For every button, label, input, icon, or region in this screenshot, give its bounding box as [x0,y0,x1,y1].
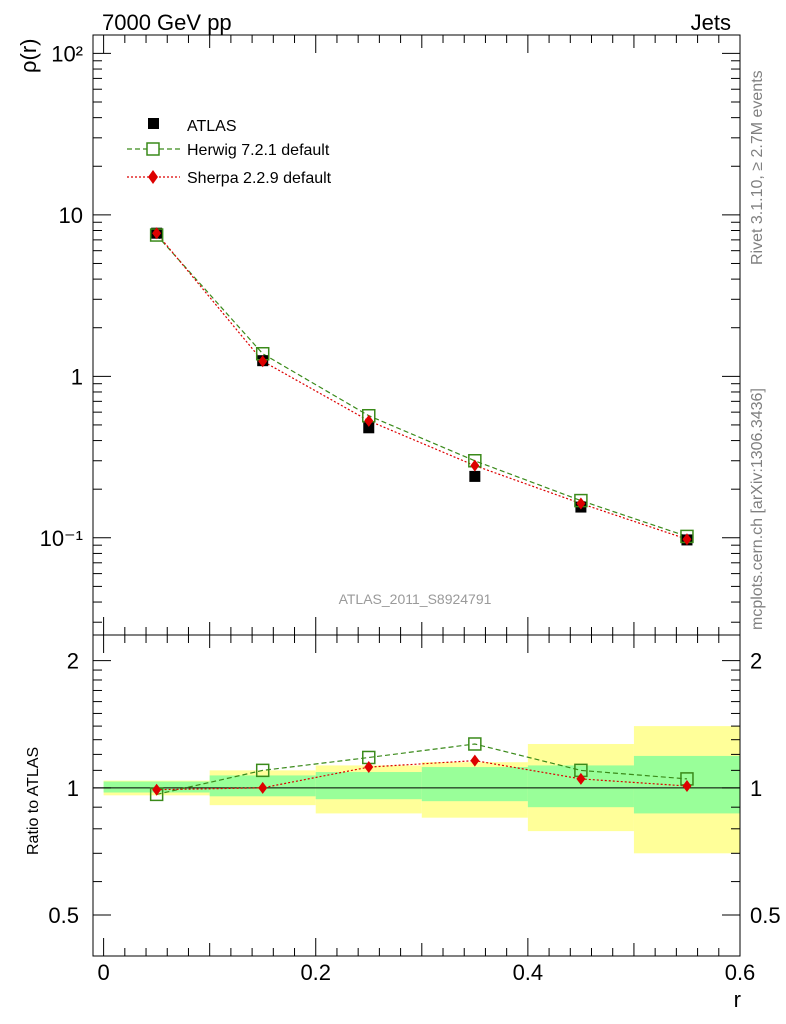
sherpa-ratio-point [576,772,586,785]
sherpa-ratio-point [470,754,480,767]
legend-herwig-marker [146,142,160,156]
atlas-point [363,422,375,434]
herwig-ratio-line [156,743,688,795]
plot-title-left: 7000 GeV pp [102,10,232,35]
x-tick-label: 0.6 [725,960,756,985]
sherpa-point [364,414,374,427]
legend-sherpa-label: Sherpa 2.2.9 default [187,170,332,187]
herwig-ratio-point [255,763,270,778]
x-tick-label: 0 [97,960,109,985]
sherpa-point [576,497,586,510]
legend-atlas-marker [148,118,159,129]
uncertainty-band-inner [421,767,528,802]
y-tick-label: 2 [67,649,79,674]
y-tick-label: 1 [750,776,762,801]
uncertainty-band-inner [315,772,422,800]
sherpa-point [682,533,692,546]
rivet-label: Rivet 3.1.10, ≥ 2.7M events [749,70,766,265]
ratio-y-axis-label: Ratio to ATLAS [25,747,42,855]
y-tick-label: 2 [750,649,762,674]
legend-sherpa-marker [148,170,158,184]
y-tick-label: 10⁻¹ [40,526,83,551]
y-tick-label: 1 [67,776,79,801]
y-tick-label: 1 [71,364,83,389]
sherpa-ratio-point [682,780,692,793]
legend-atlas-label: ATLAS [187,118,237,135]
sherpa-point [470,459,480,472]
y-tick-label: 10² [51,41,83,66]
sherpa-line [156,232,688,540]
y-tick-label: 0.5 [48,903,79,928]
legend: ATLAS Herwig 7.2.1 default Sherpa 2.2.9 … [127,118,332,187]
mcplots-label: mcplots.cern.ch [arXiv:1306.3436] [749,388,766,630]
legend-herwig-label: Herwig 7.2.1 default [187,142,330,159]
sherpa-ratio-point [364,761,374,774]
uncertainty-band-inner [527,765,634,808]
sherpa-ratio-line [156,759,688,791]
main-panel: 10⁻¹ 1 10 10² [40,35,741,635]
sherpa-ratio-point [152,783,162,796]
herwig-line [156,234,688,537]
y-tick-label: 10 [59,203,83,228]
x-axis-label: r [734,987,741,1012]
x-tick-label: 0.4 [513,960,544,985]
sherpa-point [258,355,268,368]
plot-title-right: Jets [691,10,731,35]
main-y-axis-label: ρ(r) [16,39,41,74]
sherpa-ratio-point [258,781,268,794]
x-tick-label: 0.2 [300,960,331,985]
watermark: ATLAS_2011_S8924791 [339,591,492,607]
ratio-panel: 0 0.2 0.4 0.6 0.5 0.5 1 1 2 2 [48,635,781,985]
atlas-point [469,470,481,482]
y-tick-label: 0.5 [750,903,781,928]
ratio-panel-frame [92,634,741,957]
sherpa-point [152,227,162,240]
herwig-ratio-point [468,737,482,751]
